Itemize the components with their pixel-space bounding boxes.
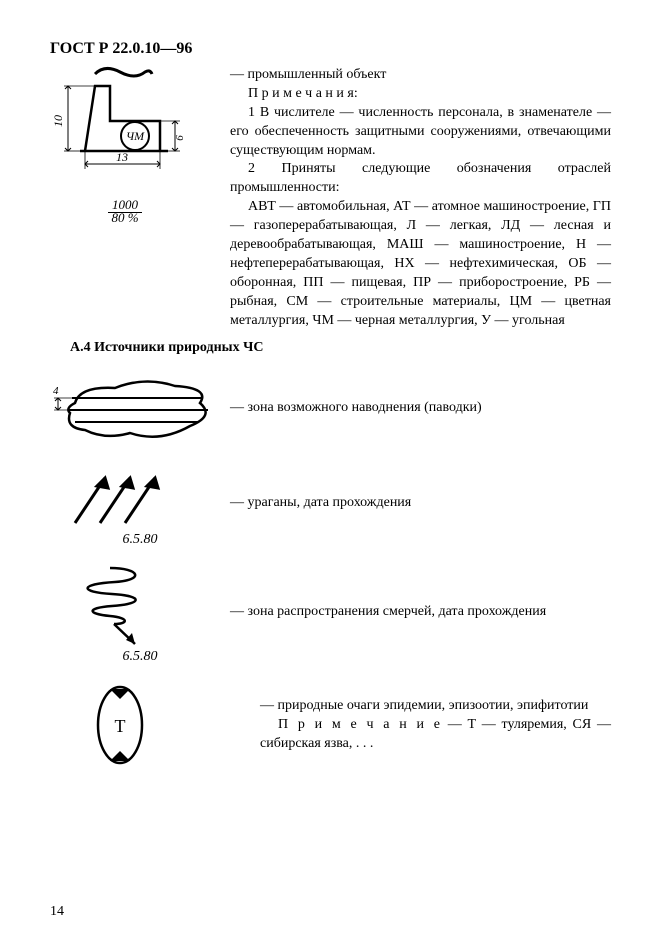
note-2: 2 Приняты следующие обозначения отраслей…	[230, 160, 611, 198]
note-1: 1 В числителе — численность персонала, в…	[230, 104, 611, 161]
page-number: 14	[50, 904, 64, 920]
symbol-factory: ЧМ 10 6 13	[50, 66, 230, 227]
epidemic-text: — природные очаги эпидемии, эпизоотии, э…	[260, 697, 611, 754]
standard-header: ГОСТ Р 22.0.10—96	[50, 40, 611, 58]
abbr-list: АВТ — автомобильная, АТ — атомное машино…	[230, 198, 611, 330]
row-tornado: 6.5.80 — зона распространения смерчей, д…	[50, 558, 611, 665]
symbol-hurricane: 6.5.80	[50, 458, 230, 548]
section-a4-header: А.4 Источники природных ЧС	[70, 340, 611, 356]
document-page: ГОСТ Р 22.0.10—96 ЧМ 10	[0, 0, 661, 935]
factory-fraction: 1000 80 %	[20, 198, 230, 227]
symbol-epidemic: Т	[50, 675, 260, 775]
hurricane-date: 6.5.80	[50, 532, 230, 548]
circle-label: ЧМ	[126, 129, 145, 143]
dim-height: 10	[51, 115, 65, 127]
epidemic-letter: Т	[115, 716, 126, 736]
text-industrial: — промышленный объект П р и м е ч а н и …	[230, 66, 611, 330]
tornado-date: 6.5.80	[50, 649, 230, 665]
hurricane-label: — ураганы, дата прохождения	[230, 494, 611, 513]
tornado-icon	[50, 558, 180, 653]
symbol-flood: 4	[50, 368, 230, 448]
dim-small: 6	[174, 135, 186, 141]
epidemic-note: П р и м е ч а н и е — Т — туляремия, СЯ …	[260, 716, 611, 754]
flood-label: — зона возможного наводнения (паводки)	[230, 399, 611, 418]
flood-dim: 4	[53, 385, 59, 397]
row-flood: 4 — зона возможного наводнения (паводки)	[50, 368, 611, 448]
factory-icon: ЧМ 10 6 13	[50, 66, 210, 206]
flood-icon: 4	[50, 368, 230, 448]
symbol-tornado: 6.5.80	[50, 558, 230, 665]
epidemic-note-label: П р и м е ч а н и е	[278, 717, 442, 732]
row-hurricane: 6.5.80 — ураганы, дата прохождения	[50, 458, 611, 548]
industrial-title: — промышленный объект	[230, 66, 611, 85]
dim-width: 13	[116, 150, 128, 164]
epidemic-icon: Т	[80, 675, 160, 775]
row-industrial-object: ЧМ 10 6 13	[50, 66, 611, 330]
tornado-label: — зона распространения смерчей, дата про…	[230, 603, 611, 622]
fraction-denominator: 80 %	[107, 210, 142, 225]
row-epidemic: Т — природные очаги эпидемии, эпизоотии,…	[50, 675, 611, 775]
notes-header: П р и м е ч а н и я:	[230, 85, 611, 104]
epidemic-label: — природные очаги эпидемии, эпизоотии, э…	[260, 697, 611, 716]
hurricane-icon	[50, 458, 180, 538]
